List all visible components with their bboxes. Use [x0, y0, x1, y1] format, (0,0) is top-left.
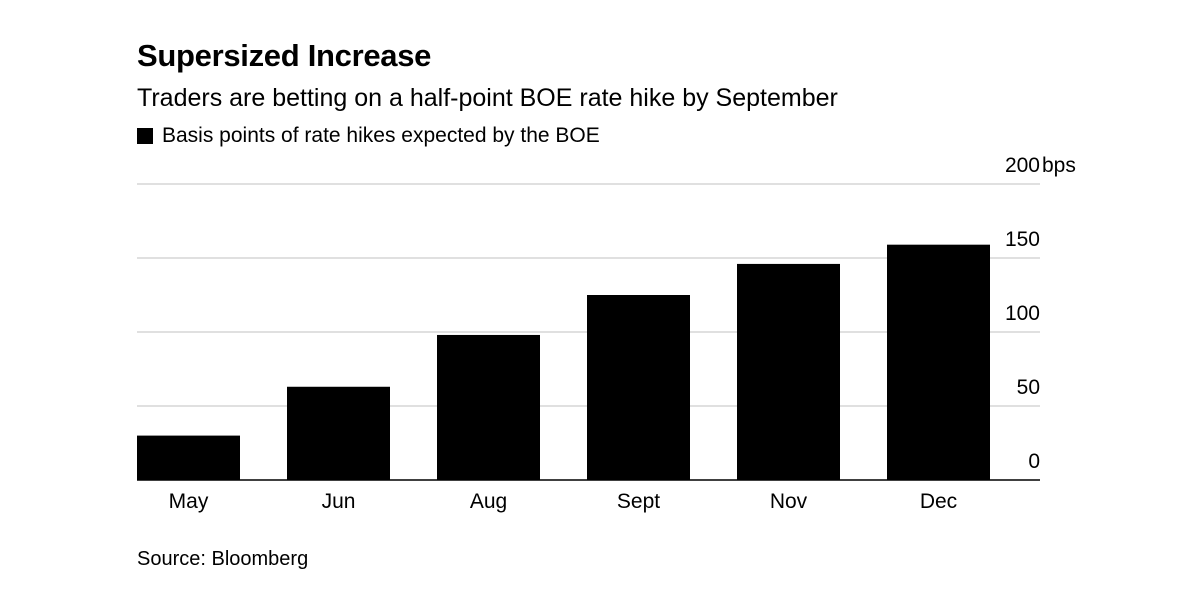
y-unit-label: bps	[1042, 154, 1076, 177]
bar	[287, 386, 390, 480]
y-tick-label: 200	[1005, 154, 1040, 177]
chart-subtitle: Traders are betting on a half-point BOE …	[137, 84, 838, 112]
x-tick-label: Jun	[322, 490, 356, 513]
legend-swatch	[137, 128, 153, 144]
x-tick-label: Dec	[920, 490, 957, 513]
y-tick-label: 150	[1005, 228, 1040, 251]
y-tick-label: 50	[1017, 376, 1040, 399]
chart-title: Supersized Increase	[137, 38, 432, 73]
x-tick-label: Nov	[770, 490, 808, 513]
legend-label: Basis points of rate hikes expected by t…	[162, 124, 600, 147]
source-note: Source: Bloomberg	[137, 548, 309, 570]
x-tick-label: Sept	[617, 490, 660, 513]
bar	[437, 334, 540, 480]
x-tick-label: Aug	[470, 490, 507, 513]
bar	[137, 435, 240, 480]
bar	[887, 244, 990, 480]
y-tick-label: 0	[1028, 450, 1040, 473]
bar	[587, 295, 690, 480]
legend: Basis points of rate hikes expected by t…	[137, 124, 600, 148]
y-tick-label: 100	[1005, 302, 1040, 325]
x-tick-label: May	[169, 490, 209, 513]
bar	[737, 263, 840, 480]
